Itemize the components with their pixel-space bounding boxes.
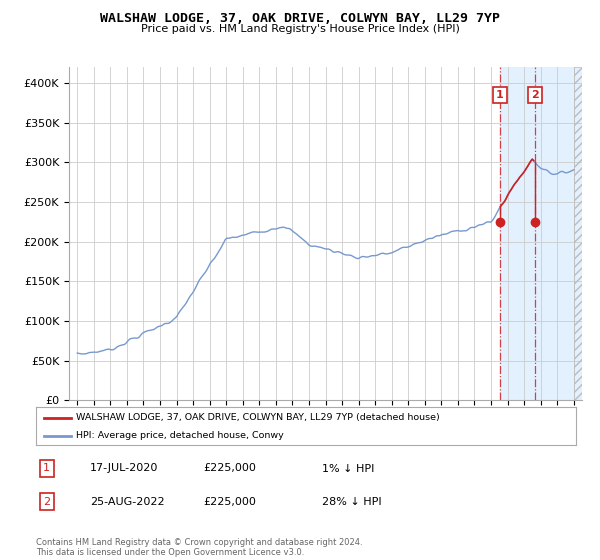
Text: 25-AUG-2022: 25-AUG-2022 (90, 497, 164, 507)
Text: 1: 1 (496, 90, 504, 100)
Text: Price paid vs. HM Land Registry's House Price Index (HPI): Price paid vs. HM Land Registry's House … (140, 24, 460, 34)
Text: 1: 1 (43, 464, 50, 473)
Text: 28% ↓ HPI: 28% ↓ HPI (322, 497, 382, 507)
Text: WALSHAW LODGE, 37, OAK DRIVE, COLWYN BAY, LL29 7YP (detached house): WALSHAW LODGE, 37, OAK DRIVE, COLWYN BAY… (77, 413, 440, 422)
Text: 2: 2 (531, 90, 539, 100)
Text: 2: 2 (43, 497, 50, 507)
Text: WALSHAW LODGE, 37, OAK DRIVE, COLWYN BAY, LL29 7YP: WALSHAW LODGE, 37, OAK DRIVE, COLWYN BAY… (100, 12, 500, 25)
Text: £225,000: £225,000 (203, 464, 256, 473)
Bar (500, 67, 582, 400)
Text: 17-JUL-2020: 17-JUL-2020 (90, 464, 158, 473)
Text: 1% ↓ HPI: 1% ↓ HPI (322, 464, 374, 473)
Text: Contains HM Land Registry data © Crown copyright and database right 2024.
This d: Contains HM Land Registry data © Crown c… (36, 538, 362, 557)
Text: £225,000: £225,000 (203, 497, 256, 507)
Text: HPI: Average price, detached house, Conwy: HPI: Average price, detached house, Conw… (77, 431, 284, 440)
